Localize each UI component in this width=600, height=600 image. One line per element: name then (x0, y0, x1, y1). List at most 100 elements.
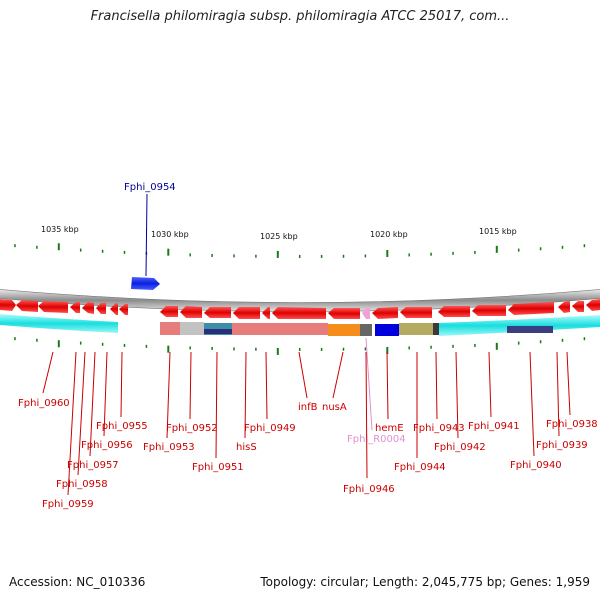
gene-arrow[interactable] (272, 307, 326, 319)
svg-text:Fphi_0955: Fphi_0955 (96, 421, 148, 432)
gene-label-heme[interactable]: hemE (375, 351, 404, 434)
svg-text:Fphi_0946: Fphi_0946 (343, 484, 395, 495)
feature-band-cyan-left (0, 314, 118, 333)
svg-text:Fphi_0944: Fphi_0944 (394, 462, 446, 473)
feature-block (204, 329, 232, 334)
ruler-ticks-bottom (14, 337, 586, 355)
svg-text:nusA: nusA (322, 402, 347, 413)
gene-label-fphi-0943[interactable]: Fphi_0943 (413, 351, 465, 434)
gene-label-nusa[interactable]: nusA (322, 351, 347, 413)
gene-arrow[interactable] (328, 308, 360, 319)
gene-arrow[interactable] (82, 302, 94, 314)
rna-arrow-fphi-r0004[interactable] (362, 308, 370, 319)
genome-title: Francisella philomiragia subsp. philomir… (90, 9, 510, 24)
gene-arrow[interactable] (572, 301, 584, 312)
gene-arrow[interactable] (400, 307, 432, 318)
highlighted-gene-fphi-0954[interactable]: Fphi_0954 (124, 182, 176, 290)
gene-label-fphi-0960[interactable]: Fphi_0960 (18, 351, 70, 409)
ruler-label-1015: 1015 kbp (479, 227, 517, 236)
gene-label-fphi-0953[interactable]: Fphi_0953 (143, 351, 195, 453)
gene-arrow[interactable] (119, 304, 128, 315)
gene-arrow[interactable] (0, 299, 16, 311)
svg-text:Fphi_0953: Fphi_0953 (143, 442, 195, 453)
svg-text:Fphi_0949: Fphi_0949 (244, 423, 296, 434)
gene-arrow[interactable] (372, 307, 398, 319)
gene-arrow[interactable] (233, 307, 260, 319)
gene-label-fphi-0944[interactable]: Fphi_0944 (394, 352, 446, 473)
accession-text: Accession: NC_010336 (9, 575, 146, 589)
svg-text:Fphi_0938: Fphi_0938 (546, 419, 598, 430)
ruler-label-1020: 1020 kbp (370, 230, 408, 239)
gene-arrow[interactable] (204, 307, 231, 318)
feature-block (399, 323, 433, 335)
svg-text:infB: infB (298, 402, 318, 413)
ruler-label-1030: 1030 kbp (151, 230, 189, 239)
svg-text:Fphi_R0004: Fphi_R0004 (347, 434, 406, 445)
svg-text:Fphi_0958: Fphi_0958 (56, 479, 108, 490)
gene-label-fphi-0942[interactable]: Fphi_0942 (434, 351, 486, 453)
feature-block (507, 326, 553, 333)
gene-label-fphi-0939[interactable]: Fphi_0939 (536, 351, 588, 451)
gene-label-hiss[interactable]: hisS (236, 351, 257, 453)
gene-label-fphi-r0004[interactable]: Fphi_R0004 (347, 337, 406, 445)
svg-text:hemE: hemE (375, 423, 404, 434)
svg-text:Fphi_0939: Fphi_0939 (536, 440, 588, 451)
svg-text:hisS: hisS (236, 442, 257, 453)
svg-text:Fphi_0943: Fphi_0943 (413, 423, 465, 434)
gene-label-fphi-0941[interactable]: Fphi_0941 (468, 351, 520, 432)
gene-label-fphi-0955[interactable]: Fphi_0955 (96, 351, 148, 432)
svg-text:Fphi_0951: Fphi_0951 (192, 462, 244, 473)
svg-text:Fphi_0957: Fphi_0957 (67, 460, 119, 471)
gene-arrow[interactable] (38, 301, 68, 313)
gene-track-forward (0, 299, 600, 319)
gene-label-fphi-0957[interactable]: Fphi_0957 (67, 351, 119, 471)
feature-block (360, 324, 372, 336)
svg-text:Fphi_0960: Fphi_0960 (18, 398, 70, 409)
gene-label-fphi-0952[interactable]: Fphi_0952 (166, 351, 218, 434)
gene-label-fphi-0959[interactable]: Fphi_0959 (42, 351, 94, 510)
svg-text:Fphi_0942: Fphi_0942 (434, 442, 486, 453)
feature-block (433, 323, 439, 335)
gene-arrow[interactable] (262, 307, 270, 319)
gene-label-fphi-0951[interactable]: Fphi_0951 (192, 351, 244, 473)
gene-arrow[interactable] (70, 302, 80, 313)
gene-label-fphi-0946[interactable]: Fphi_0946 (343, 351, 395, 495)
feature-block (180, 322, 204, 335)
svg-text:Fphi_0959: Fphi_0959 (42, 499, 94, 510)
gene-arrow[interactable] (558, 301, 570, 313)
gene-arrow[interactable] (472, 305, 506, 316)
gene-arrow[interactable] (438, 306, 470, 317)
genome-summary-text: Topology: circular; Length: 2,045,775 bp… (260, 575, 590, 589)
gene-label-infb[interactable]: infB (298, 351, 318, 413)
svg-text:Fphi_0940: Fphi_0940 (510, 460, 562, 471)
highlight-leader-line (145, 193, 148, 277)
gene-arrow[interactable] (110, 303, 118, 315)
svg-text:Fphi_0956: Fphi_0956 (81, 440, 133, 451)
ruler-label-1025: 1025 kbp (260, 232, 298, 241)
gene-arrow[interactable] (508, 302, 554, 315)
feature-block (160, 322, 180, 335)
ruler-ticks-top (14, 243, 586, 258)
gene-arrow[interactable] (180, 306, 202, 318)
feature-block (232, 323, 328, 335)
gene-arrow[interactable] (586, 299, 600, 311)
ruler-label-1035: 1035 kbp (41, 225, 79, 234)
gene-label-fphi-0958[interactable]: Fphi_0958 (56, 351, 108, 490)
gene-arrow[interactable] (16, 300, 38, 312)
gene-arrow[interactable] (96, 303, 106, 314)
gene-label-fphi-0949[interactable]: Fphi_0949 (244, 351, 296, 434)
gene-arrow-fphi-0954[interactable] (131, 277, 160, 290)
gene-label-fphi-0956[interactable]: Fphi_0956 (81, 351, 133, 451)
feature-block (375, 324, 399, 336)
svg-text:Fphi_0952: Fphi_0952 (166, 423, 218, 434)
gene-label-fphi-0940[interactable]: Fphi_0940 (510, 351, 562, 471)
highlight-gene-label: Fphi_0954 (124, 182, 176, 193)
gene-labels: Fphi_0960 Fphi_0959 Fphi_0958 Fphi_0957 … (18, 337, 598, 510)
svg-text:Fphi_0941: Fphi_0941 (468, 421, 520, 432)
feature-block (328, 324, 360, 336)
gene-arrow[interactable] (160, 306, 178, 317)
ruler-labels: 1035 kbp 1030 kbp 1025 kbp 1020 kbp 1015… (41, 225, 517, 241)
gene-label-fphi-0938[interactable]: Fphi_0938 (546, 351, 598, 430)
feature-band-cyan-right (439, 315, 600, 336)
